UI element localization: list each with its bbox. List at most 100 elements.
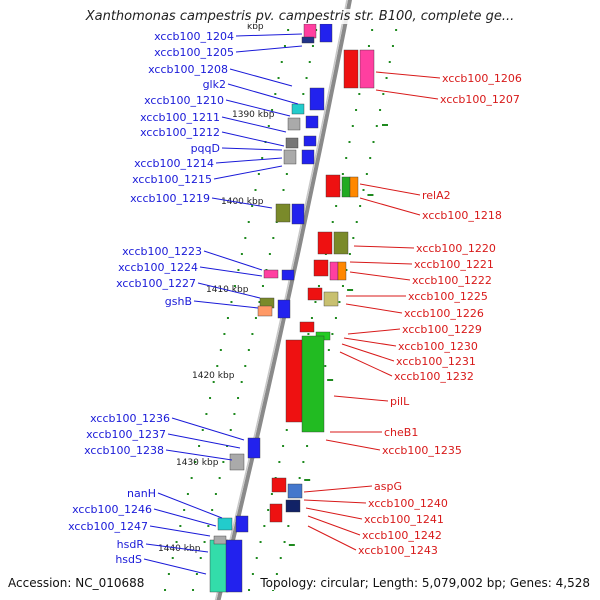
gene-feature bbox=[291, 103, 305, 115]
gene-feature bbox=[305, 115, 319, 129]
label-leader-line bbox=[143, 558, 207, 575]
right-gene-label: xccb100_1225 bbox=[408, 290, 488, 303]
scale-label: 1390 kbp bbox=[232, 110, 275, 120]
gene-feature bbox=[319, 23, 333, 43]
left-gene-label: hsdS bbox=[115, 553, 142, 566]
gene-feature bbox=[283, 149, 297, 165]
label-leader-line bbox=[305, 507, 363, 520]
gene-feature bbox=[309, 87, 325, 111]
gene-feature bbox=[301, 149, 315, 165]
label-leader-line bbox=[325, 439, 381, 451]
gene-feature bbox=[337, 261, 347, 281]
scale-label: 1430 kbp bbox=[176, 458, 219, 468]
gene-feature bbox=[317, 231, 333, 255]
label-leader-line bbox=[197, 282, 261, 299]
left-gene-label: hsdR bbox=[117, 538, 145, 551]
label-leader-line bbox=[353, 245, 415, 249]
gene-feature bbox=[285, 339, 303, 423]
left-gene-label: xccb100_1238 bbox=[84, 444, 164, 457]
label-leader-line bbox=[199, 266, 263, 277]
gene-feature bbox=[247, 437, 261, 459]
scale-label: 1420 kbp bbox=[192, 371, 235, 381]
gene-feature bbox=[213, 535, 227, 545]
gene-feature bbox=[313, 259, 329, 277]
label-leader-line bbox=[229, 68, 293, 87]
label-leader-line bbox=[359, 183, 421, 196]
right-gene-label: xccb100_1226 bbox=[404, 307, 484, 320]
right-gene-label: xccb100_1231 bbox=[396, 355, 476, 368]
gene-feature bbox=[217, 517, 233, 531]
label-leader-line bbox=[153, 508, 217, 527]
left-gene-label: xccb100_1205 bbox=[154, 46, 234, 59]
gene-feature bbox=[271, 477, 287, 493]
label-leader-line bbox=[375, 71, 441, 79]
label-leader-line bbox=[145, 543, 209, 553]
label-leader-line bbox=[227, 83, 299, 105]
gene-feature bbox=[325, 174, 341, 198]
genome-summary: Topology: circular; Length: 5,079,002 bp… bbox=[260, 576, 590, 590]
left-gene-label: pqqD bbox=[191, 142, 220, 155]
left-gene-label: xccb100_1204 bbox=[154, 30, 234, 43]
gene-feature bbox=[285, 137, 299, 149]
gene-feature bbox=[209, 539, 229, 593]
gene-feature bbox=[277, 299, 291, 319]
right-gene-label: xccb100_1206 bbox=[442, 72, 522, 85]
gene-feature bbox=[291, 203, 305, 225]
label-leader-line bbox=[235, 45, 303, 53]
accession-label: Accession: NC_010688 bbox=[8, 576, 145, 590]
gene-feature bbox=[307, 287, 323, 301]
left-gene-label: xccb100_1224 bbox=[118, 261, 198, 274]
label-leader-line bbox=[333, 395, 389, 402]
label-leader-line bbox=[347, 328, 401, 335]
label-leader-line bbox=[149, 525, 211, 537]
gene-feature bbox=[287, 483, 303, 499]
right-gene-label: xccb100_1230 bbox=[398, 340, 478, 353]
gene-feature bbox=[301, 335, 325, 433]
label-leader-line bbox=[343, 337, 397, 347]
right-gene-label: xccb100_1229 bbox=[402, 323, 482, 336]
gene-feature bbox=[275, 203, 291, 223]
right-gene-label: xccb100_1232 bbox=[394, 370, 474, 383]
left-gene-label: xccb100_1211 bbox=[140, 111, 220, 124]
gene-feature bbox=[359, 49, 375, 89]
gene-feature bbox=[343, 49, 359, 89]
gene-feature bbox=[257, 305, 273, 317]
right-gene-label: xccb100_1222 bbox=[412, 274, 492, 287]
gene-feature bbox=[235, 515, 249, 533]
label-leader-line bbox=[221, 147, 283, 151]
label-leader-line bbox=[193, 300, 259, 309]
right-gene-label: aspG bbox=[374, 480, 402, 493]
gene-feature bbox=[349, 176, 359, 198]
label-leader-line bbox=[157, 492, 223, 519]
gene-feature bbox=[301, 36, 315, 44]
label-leader-line bbox=[303, 485, 373, 493]
label-leader-line bbox=[349, 261, 413, 265]
gene-feature bbox=[263, 269, 279, 279]
label-leader-line bbox=[203, 250, 263, 271]
gene-feature bbox=[229, 453, 245, 471]
right-gene-label: cheB1 bbox=[384, 426, 418, 439]
label-leader-line bbox=[303, 499, 367, 504]
left-gene-label: xccb100_1236 bbox=[90, 412, 170, 425]
label-leader-line bbox=[171, 417, 245, 441]
label-leader-line bbox=[167, 433, 241, 449]
label-leader-line bbox=[215, 157, 283, 164]
gene-feature bbox=[225, 539, 243, 593]
right-gene-label: pilL bbox=[390, 395, 410, 408]
label-leader-line bbox=[225, 99, 291, 117]
right-gene-label: xccb100_1241 bbox=[364, 513, 444, 526]
right-gene-label: xccb100_1243 bbox=[358, 544, 438, 557]
label-leader-line bbox=[375, 89, 439, 100]
gene-feature bbox=[341, 176, 351, 198]
scale-label: 1400 kbp bbox=[221, 197, 264, 207]
right-gene-label: xccb100_1242 bbox=[362, 529, 442, 542]
right-gene-label: xccb100_1235 bbox=[382, 444, 462, 457]
right-gene-label: xccb100_1218 bbox=[422, 209, 502, 222]
left-gene-label: xccb100_1246 bbox=[72, 503, 152, 516]
gene-feature bbox=[329, 261, 339, 281]
gene-feature bbox=[281, 269, 295, 281]
label-leader-line bbox=[307, 515, 361, 536]
right-gene-label: xccb100_1207 bbox=[440, 93, 520, 106]
